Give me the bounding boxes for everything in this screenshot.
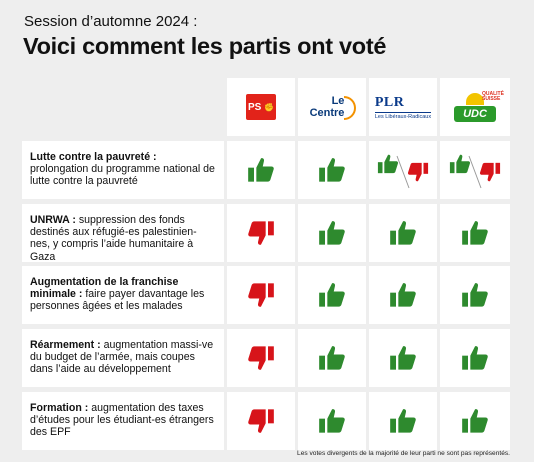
row-description: augmentation massi-ve du budget de l’arm…: [30, 339, 214, 376]
vote-cell-plr: [369, 266, 437, 324]
thumbs-down-icon: [248, 409, 274, 433]
thumbs-up-icon: [390, 346, 416, 370]
row-topic: Lutte contre la pauvreté :: [30, 151, 157, 163]
vote-cell-centre: [298, 204, 366, 262]
plr-logo: PLR Les Libéraux-Radicaux: [374, 94, 432, 120]
thumbs-up-icon: [319, 158, 345, 182]
thumbs-up-icon: [390, 283, 416, 307]
vote-cell-udc: [440, 204, 510, 262]
row-label: UNRWA : suppression des fonds destinés a…: [22, 204, 224, 263]
vote-cell-plr: [369, 204, 437, 262]
thumbs-up-icon: [462, 283, 488, 307]
vote-cell-plr: [369, 329, 437, 387]
divider-slash-icon: [468, 155, 482, 189]
thumbs-up-icon: [390, 409, 416, 433]
vote-cell-udc: [440, 329, 510, 387]
thumbs-up-icon: [449, 154, 471, 174]
thumbs-up-icon: [462, 221, 488, 245]
vote-cell-ps: [227, 266, 295, 324]
thumbs-up-icon: [390, 221, 416, 245]
thumbs-up-icon: [319, 283, 345, 307]
row-label: Lutte contre la pauvreté : prolongation …: [22, 141, 224, 199]
split-vote: [445, 148, 505, 192]
vote-cell-udc: [440, 141, 510, 199]
footnote: Les votes divergents de la majorité de l…: [297, 450, 510, 457]
vote-cell-udc: [440, 266, 510, 324]
ps-logo: PS ✊: [246, 94, 276, 120]
party-header-plr: PLR Les Libéraux-Radicaux: [369, 78, 437, 136]
thumbs-up-icon: [377, 154, 399, 174]
vote-cell-udc: [440, 392, 510, 450]
vote-cell-centre: [298, 266, 366, 324]
split-vote: [373, 148, 433, 192]
vote-cell-plr: [369, 392, 437, 450]
vote-cell-centre: [298, 392, 366, 450]
subtitle: Session d’automne 2024 :: [24, 13, 198, 30]
thumbs-down-icon: [479, 162, 501, 182]
vote-cell-plr: [369, 141, 437, 199]
row-description: prolongation du programme national de lu…: [30, 163, 215, 188]
vote-cell-ps: [227, 204, 295, 262]
thumbs-up-icon: [462, 346, 488, 370]
thumbs-up-icon: [319, 346, 345, 370]
thumbs-down-icon: [248, 346, 274, 370]
row-topic: UNRWA :: [30, 214, 76, 226]
thumbs-up-icon: [248, 158, 274, 182]
row-label: Augmentation de la franchise minimale : …: [22, 266, 224, 324]
thumbs-up-icon: [462, 409, 488, 433]
vote-cell-centre: [298, 329, 366, 387]
vote-cell-ps: [227, 329, 295, 387]
thumbs-up-icon: [319, 409, 345, 433]
divider-slash-icon: [396, 155, 410, 189]
row-topic: Augmentation de la franchise minimale :: [30, 276, 179, 301]
row-topic: Formation :: [30, 402, 89, 414]
party-header-udc: QUALITÉ SUISSE UDC: [440, 78, 510, 136]
thumbs-down-icon: [407, 162, 429, 182]
thumbs-down-icon: [248, 283, 274, 307]
udc-logo: QUALITÉ SUISSE UDC: [452, 90, 504, 124]
thumbs-up-icon: [319, 221, 345, 245]
row-topic: Réarmement :: [30, 339, 101, 351]
vote-cell-centre: [298, 141, 366, 199]
thumbs-down-icon: [248, 221, 274, 245]
party-header-centre: Le Centre: [298, 78, 366, 136]
row-description: augmentation des taxes d’études pour les…: [30, 402, 214, 439]
vote-cell-ps: [227, 392, 295, 450]
vote-cell-ps: [227, 141, 295, 199]
row-label: Réarmement : augmentation massi-ve du bu…: [22, 329, 224, 387]
centre-logo: Le Centre: [310, 95, 357, 120]
party-header-ps: PS ✊: [227, 78, 295, 136]
row-description: suppression des fonds destinés aux réfug…: [30, 214, 197, 263]
row-label: Formation : augmentation des taxes d’étu…: [22, 392, 224, 450]
row-description: faire payer davantage les personnes âgée…: [30, 288, 205, 313]
page-title: Voici comment les partis ont voté: [23, 33, 387, 59]
